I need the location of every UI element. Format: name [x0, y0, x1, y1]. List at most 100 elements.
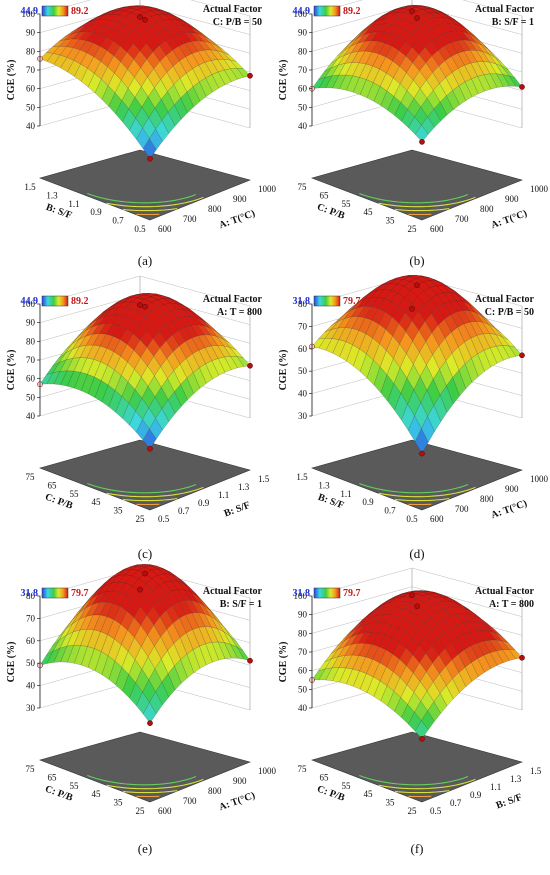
- left-axis-tick-label: 0.9: [362, 497, 374, 507]
- surface-cell: [471, 658, 485, 677]
- surface-cell: [209, 42, 224, 53]
- surface-cell: [120, 610, 135, 631]
- surface-cell: [397, 285, 412, 298]
- surface-cell: [118, 307, 133, 317]
- surface-cell: [422, 276, 436, 281]
- surface-cell: [432, 345, 447, 370]
- surface-cell: [197, 334, 212, 348]
- surface-cell: [456, 39, 471, 52]
- legend-colorbar: [41, 5, 69, 17]
- right-axis-tick-label: 0.5: [430, 806, 442, 816]
- surface-cell: [397, 608, 412, 620]
- panel-caption: (c): [138, 546, 152, 561]
- right-axis-tick-label: 800: [480, 204, 494, 214]
- surface-cell: [74, 645, 88, 666]
- wall-gridline: [39, 0, 251, 17]
- surface-cell: [482, 630, 497, 641]
- left-axis-tick-label: 1.1: [340, 489, 351, 499]
- actual-factor: Actual Factor B: S/F = 1: [203, 586, 263, 610]
- surface-cell: [451, 637, 465, 655]
- surface-cell: [457, 323, 472, 343]
- z-axis: 40 50 60 70 80 90 100 CGE (%): [6, 9, 41, 131]
- contour-floor: [39, 731, 251, 803]
- z-tick-label: 70: [298, 65, 308, 75]
- right-axis-tick-label: 700: [183, 214, 197, 224]
- left-axis-tick-label: 1.1: [68, 199, 79, 209]
- surface-cell: [366, 676, 381, 697]
- surface-cell: [152, 599, 167, 618]
- surface-cell: [393, 367, 408, 394]
- surface-cell: [427, 404, 442, 433]
- actual-factor-value: A: T = 800: [217, 307, 262, 318]
- left-axis-tick-label: 45: [92, 497, 102, 507]
- surface-cell: [142, 138, 157, 160]
- right-axis-label: A: T(°C): [490, 208, 529, 231]
- z-axis: 40 50 60 70 80 90 100 CGE (%): [278, 9, 313, 131]
- z-tick-label: 70: [26, 65, 36, 75]
- surface-cell: [502, 74, 517, 87]
- surface-cell: [407, 389, 422, 417]
- surface-cell: [172, 60, 187, 79]
- z-axis: 30 40 50 60 70 80 CGE (%): [278, 299, 313, 421]
- surface-cell: [59, 623, 73, 640]
- surface-cell: [496, 73, 510, 87]
- surface-cell: [414, 720, 429, 740]
- surface-cell: [79, 344, 94, 359]
- surface-cell: [176, 580, 192, 593]
- legend-max: 79.7: [343, 296, 361, 307]
- surface-cell: [404, 623, 419, 639]
- z-tick-label: 90: [26, 28, 36, 38]
- surface-cell: [404, 303, 419, 321]
- surface-cell: [419, 79, 434, 99]
- surface-cell: [417, 290, 432, 305]
- surface-cell: [125, 19, 140, 31]
- surface-cell: [397, 19, 412, 30]
- surface-cell: [442, 600, 457, 608]
- z-tick-label: 50: [298, 102, 308, 112]
- contour-line: [394, 790, 450, 794]
- surface-cell: [339, 341, 353, 362]
- surface-cell: [477, 74, 492, 92]
- left-axis-tick-label: 35: [114, 798, 124, 808]
- panel-caption: (e): [138, 841, 152, 856]
- design-point: [142, 570, 148, 577]
- surface-cell: [156, 568, 172, 575]
- left-axis-tick-label: 65: [48, 480, 58, 490]
- right-axis-tick-label: 700: [183, 796, 197, 806]
- z-tick-label: 50: [26, 392, 36, 402]
- surface-cell: [386, 335, 400, 359]
- left-axis-tick-label: 1.3: [318, 480, 330, 490]
- design-point: [519, 654, 525, 661]
- surface-cell: [167, 665, 182, 691]
- surface-cell: [135, 106, 150, 129]
- right-axis-tick-label: 800: [480, 494, 494, 504]
- design-point: [419, 450, 425, 457]
- surface-cell: [229, 59, 244, 69]
- z-tick-label: 60: [298, 84, 308, 94]
- left-axis-tick-label: 0.5: [134, 224, 146, 234]
- surface-cell: [427, 108, 442, 128]
- surface-cell: [78, 603, 93, 620]
- design-point: [414, 603, 420, 610]
- surface-cell: [155, 119, 170, 142]
- surface-cell: [169, 571, 184, 582]
- actual-factor-title: Actual Factor: [203, 586, 263, 597]
- design-point: [519, 84, 525, 90]
- legend-min: 31.8: [293, 588, 311, 599]
- surface-cell: [127, 368, 142, 390]
- surface-cell: [452, 672, 467, 694]
- surface-cell: [421, 415, 435, 443]
- right-axis-tick-label: 1.1: [218, 490, 229, 500]
- actual-factor-value: B: S/F = 1: [220, 599, 262, 610]
- surface-cell: [371, 308, 386, 325]
- design-point: [247, 362, 253, 369]
- left-axis-tick-label: 65: [320, 772, 330, 782]
- z-tick-label: 80: [298, 299, 308, 309]
- surface-cell: [359, 333, 373, 355]
- surface-cell: [424, 629, 439, 646]
- right-axis-tick-label: 0.7: [178, 506, 190, 516]
- surface-cell: [192, 645, 207, 669]
- surface-cell: [412, 53, 427, 72]
- wall-gridline: [311, 0, 523, 17]
